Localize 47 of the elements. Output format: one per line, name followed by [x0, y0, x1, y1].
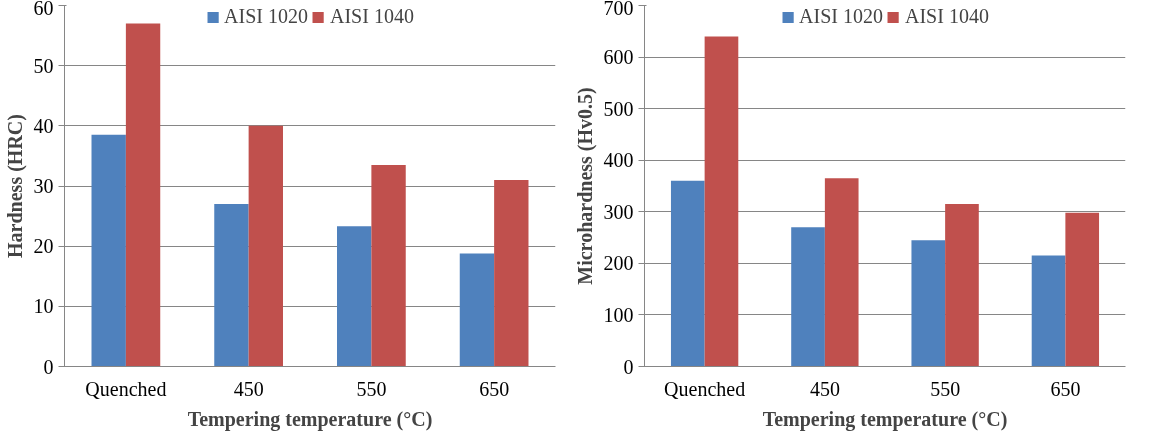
- y-tick-label: 700: [603, 0, 634, 19]
- y-tick-label: 500: [603, 97, 634, 120]
- x-axis-title: Tempering temperature (°C): [187, 407, 433, 431]
- y-tick-label: 100: [603, 303, 634, 326]
- x-tick-label: 650: [479, 377, 510, 400]
- x-tick-label: 450: [233, 377, 264, 400]
- x-tick-label: 450: [809, 377, 840, 400]
- bar: [1065, 212, 1100, 367]
- legend-label: AISI 1020: [224, 5, 308, 28]
- bar: [214, 204, 249, 367]
- y-tick-label: 50: [33, 54, 54, 77]
- x-tick-label: 550: [356, 377, 387, 400]
- bar: [824, 178, 859, 367]
- x-tick-label: Quenched: [664, 377, 746, 400]
- bar: [494, 179, 529, 367]
- legend-label: AISI 1040: [330, 5, 414, 28]
- y-tick-label: 0: [623, 355, 634, 378]
- y-tick-label: 40: [33, 114, 54, 137]
- bar: [911, 240, 946, 367]
- y-tick-label: 600: [603, 46, 634, 69]
- y-axis-title: Microhardness (Hv0.5): [573, 87, 597, 285]
- bar: [248, 125, 283, 367]
- bar: [337, 226, 372, 367]
- bar: [945, 204, 979, 367]
- bar: [459, 253, 495, 367]
- legend-label: AISI 1020: [799, 5, 883, 28]
- y-tick-label: 300: [603, 200, 634, 223]
- y-tick-label: 30: [33, 175, 54, 197]
- y-tick-label: 10: [33, 295, 54, 318]
- y-tick-label: 20: [33, 235, 54, 258]
- y-tick-label: 400: [603, 149, 634, 172]
- x-axis-title: Tempering temperature (°C): [762, 407, 1008, 431]
- x-tick-label: 550: [930, 377, 961, 400]
- y-tick-label: 0: [43, 355, 54, 378]
- bar: [125, 23, 161, 367]
- bar: [91, 134, 126, 367]
- y-tick-label: 60: [33, 0, 54, 19]
- bar: [791, 227, 825, 367]
- legend-label: AISI 1040: [905, 5, 989, 28]
- bar: [704, 36, 739, 367]
- x-tick-label: Quenched: [85, 377, 167, 400]
- y-axis-title: Hardness (HRC): [3, 114, 27, 258]
- x-tick-label: 650: [1050, 377, 1081, 400]
- y-tick-label: 200: [603, 252, 634, 275]
- bar: [1031, 255, 1066, 367]
- bar: [670, 180, 705, 367]
- bar: [371, 164, 406, 367]
